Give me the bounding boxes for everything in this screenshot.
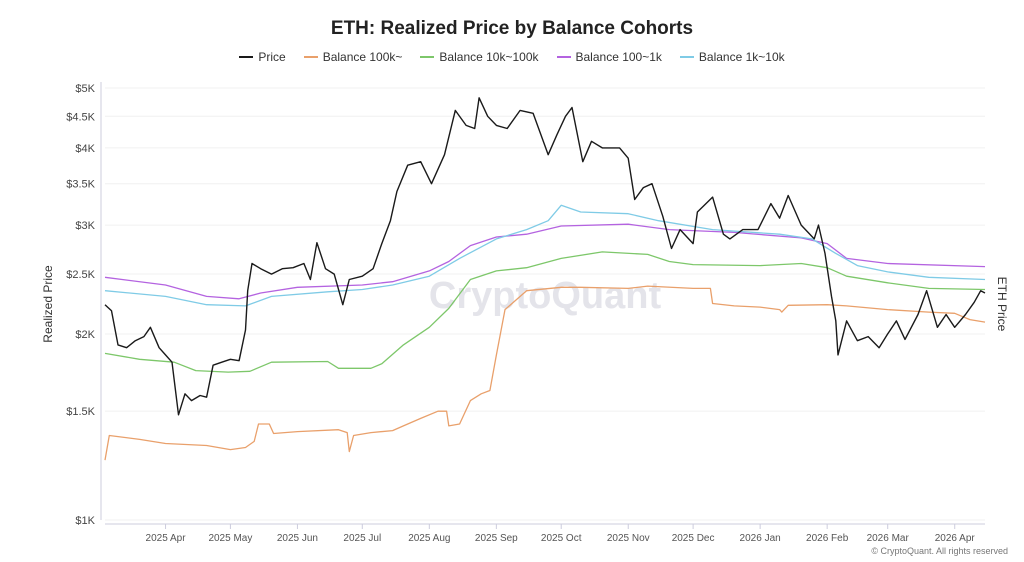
y2-axis-label: ETH Price [995,277,1009,332]
legend-label: Price [258,50,286,64]
x-tick-label: 2025 Oct [541,533,582,544]
y-tick-label: $4.5K [66,111,95,123]
legend-label: Balance 10k~100k [439,50,539,64]
legend-item[interactable]: Balance 1k~10k [679,50,785,64]
x-tick-label: 2026 Mar [867,533,910,544]
x-tick-label: 2025 Sep [475,533,518,544]
y-tick-label: $3K [75,220,95,232]
legend-label: Balance 100~1k [575,50,662,64]
series-line-price [104,97,986,416]
x-tick-label: 2025 Aug [408,533,450,544]
y-tick-label: $3.5K [66,179,95,191]
y-tick-label: $2K [75,329,95,341]
x-tick-label: 2026 Feb [806,533,849,544]
series-line-balance-1k-10k [104,204,986,307]
legend-swatch [303,56,318,58]
y-tick-label: $4K [75,143,95,155]
y-tick-label: $5K [75,83,95,95]
x-tick-label: 2025 Nov [607,533,650,544]
x-tick-label: 2025 Jun [277,533,318,544]
watermark: CryptoQuant [429,275,662,317]
y-tick-label: $2.5K [66,269,95,281]
legend: Price Balance 100k~ Balance 10k~100k Balanc… [0,50,1024,64]
legend-swatch [556,56,571,58]
x-tick-label: 2025 Apr [146,533,187,544]
legend-item[interactable]: Balance 10k~100k [420,50,539,64]
legend-item[interactable]: Balance 100~1k [556,50,662,64]
y-axis-label: Realized Price [41,265,55,343]
x-tick-label: 2026 Apr [935,533,976,544]
chart-title: ETH: Realized Price by Balance Cohorts [330,18,694,39]
legend-swatch [420,56,435,58]
x-tick-label: 2026 Jan [740,533,781,544]
credit-text: © CryptoQuant. All rights reserved [871,546,1008,556]
x-tick-label: 2025 Jul [343,533,381,544]
legend-label: Balance 100k~ [322,50,403,64]
legend-swatch [239,56,254,58]
y-tick-label: $1.5K [66,406,95,418]
series-line-balance-100k- [104,285,986,461]
x-tick-label: 2025 May [208,533,252,544]
x-tick-label: 2025 Dec [672,533,715,544]
legend-label: Balance 1k~10k [698,50,785,64]
legend-item[interactable]: Price [239,50,286,64]
legend-item[interactable]: Balance 100k~ [303,50,403,64]
series-line-balance-10k-100k [104,251,986,373]
legend-swatch [679,56,694,58]
y-tick-label: $1K [75,515,95,527]
